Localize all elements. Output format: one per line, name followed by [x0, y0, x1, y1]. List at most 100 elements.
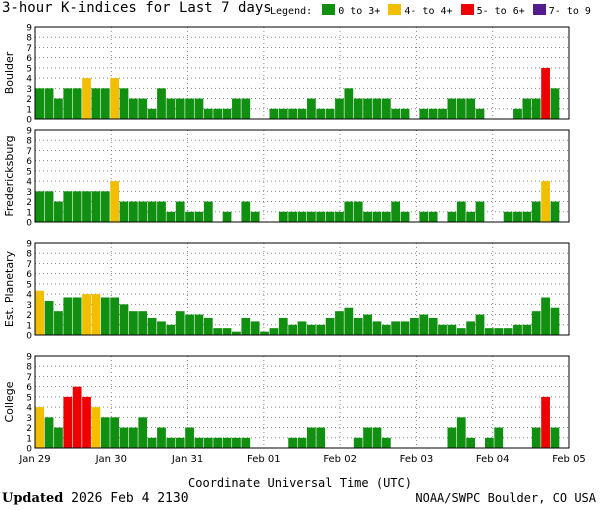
- k-index-bar: [194, 211, 204, 222]
- x-tick-label: Jan 30: [95, 454, 127, 465]
- y-tick-label: 6: [26, 383, 32, 393]
- k-index-bar: [110, 417, 120, 448]
- k-index-bar: [363, 98, 372, 119]
- legend-swatch-green: [322, 4, 336, 15]
- y-tick-label: 1: [26, 434, 32, 444]
- k-index-bar: [400, 211, 410, 222]
- k-index-bar: [391, 108, 401, 119]
- k-index-bar: [531, 427, 541, 448]
- k-index-bar: [316, 427, 326, 448]
- y-tick-label: 6: [26, 270, 32, 280]
- k-index-bar: [372, 427, 382, 448]
- k-index-bar: [157, 88, 166, 119]
- k-index-bar: [372, 211, 382, 222]
- k-index-bar: [35, 88, 45, 119]
- k-index-bar: [381, 98, 391, 119]
- panel-frame: [34, 26, 570, 120]
- k-index-bar: [241, 437, 251, 448]
- k-index-bar: [316, 211, 326, 222]
- y-tick-label: 2: [26, 424, 32, 434]
- x-tick-label: Feb 03: [400, 454, 434, 465]
- y-tick-label: 4: [26, 291, 32, 301]
- k-index-bar: [466, 321, 476, 335]
- x-tick-label: Feb 05: [552, 454, 586, 465]
- k-index-bar: [335, 98, 344, 119]
- k-index-bar: [138, 311, 148, 335]
- k-index-bar: [250, 321, 260, 335]
- k-index-bar: [306, 211, 316, 222]
- k-index-bar: [100, 417, 110, 448]
- k-index-bar: [35, 407, 45, 448]
- k-index-bar: [288, 437, 298, 448]
- x-tick-label: Feb 02: [323, 454, 357, 465]
- x-tick-label: Feb 01: [247, 454, 281, 465]
- k-index-bar: [128, 311, 138, 335]
- x-axis-label: Coordinate Universal Time (UTC): [188, 476, 412, 490]
- k-index-bar: [531, 98, 541, 119]
- k-index-bar: [541, 297, 550, 335]
- y-tick-label: 3: [26, 85, 32, 95]
- k-index-bar: [344, 307, 354, 335]
- y-tick-label: 3: [26, 188, 32, 198]
- legend-text-yellow: 4- to 4+: [404, 6, 453, 17]
- y-tick-label: 8: [26, 34, 32, 44]
- k-index-bar: [110, 297, 120, 335]
- k-index-bar: [297, 108, 307, 119]
- y-tick-label: 5: [26, 64, 32, 74]
- k-index-bar: [63, 88, 73, 119]
- k-index-bar: [335, 311, 344, 335]
- legend-swatch-red: [460, 4, 474, 15]
- k-index-bar: [44, 88, 54, 119]
- legend-swatch-purple: [532, 4, 546, 15]
- k-index-bar: [91, 407, 101, 448]
- k-index-bar: [147, 317, 157, 335]
- k-index-bar: [222, 328, 232, 335]
- k-index-bar: [494, 328, 504, 335]
- k-index-bar: [475, 314, 485, 335]
- k-index-bar: [147, 108, 157, 119]
- y-tick-label: 5: [26, 280, 32, 290]
- k-index-bar: [166, 437, 176, 448]
- y-tick-label: 0: [26, 445, 32, 455]
- k-index-bar: [381, 211, 391, 222]
- k-index-bar: [72, 386, 82, 448]
- k-index-bar: [419, 108, 429, 119]
- k-index-bar: [54, 201, 63, 222]
- y-tick-label: 0: [26, 332, 32, 342]
- k-index-bar: [513, 108, 522, 119]
- k-index-bar: [503, 211, 513, 222]
- k-index-bar: [166, 98, 176, 119]
- k-index-bar: [531, 201, 541, 222]
- k-index-bar: [475, 108, 485, 119]
- legend-text-green: 0 to 3+: [338, 6, 381, 17]
- k-index-bar: [91, 191, 101, 222]
- k-index-bar: [185, 211, 194, 222]
- y-tick-label: 4: [26, 75, 32, 85]
- legend-item-yellow: 4- to 4+: [388, 4, 453, 17]
- chart-title: 3-hour K-indices for Last 7 days: [2, 0, 272, 16]
- k-index-bar: [306, 427, 316, 448]
- k-index-bar: [288, 211, 298, 222]
- k-index-bar: [316, 324, 326, 335]
- k-index-bar: [297, 211, 307, 222]
- k-index-bar: [54, 427, 63, 448]
- k-index-bar: [522, 211, 532, 222]
- y-tick-label: 9: [26, 24, 32, 34]
- k-index-bar: [241, 317, 251, 335]
- k-index-bar: [260, 331, 269, 335]
- y-tick-label: 7: [26, 373, 32, 383]
- k-index-bar: [138, 417, 148, 448]
- k-index-bar: [157, 427, 166, 448]
- k-index-bar: [456, 328, 466, 335]
- y-tick-label: 9: [26, 353, 32, 363]
- k-index-bar: [100, 191, 110, 222]
- k-index-bar: [166, 324, 176, 335]
- k-index-bar: [288, 324, 298, 335]
- y-tick-label: 2: [26, 95, 32, 105]
- legend-item-purple: 7- to 9: [532, 4, 591, 17]
- k-index-bar: [541, 181, 550, 222]
- k-index-bar: [63, 396, 73, 448]
- k-index-bar: [203, 201, 213, 222]
- k-index-bar: [400, 108, 410, 119]
- k-index-bar: [447, 211, 457, 222]
